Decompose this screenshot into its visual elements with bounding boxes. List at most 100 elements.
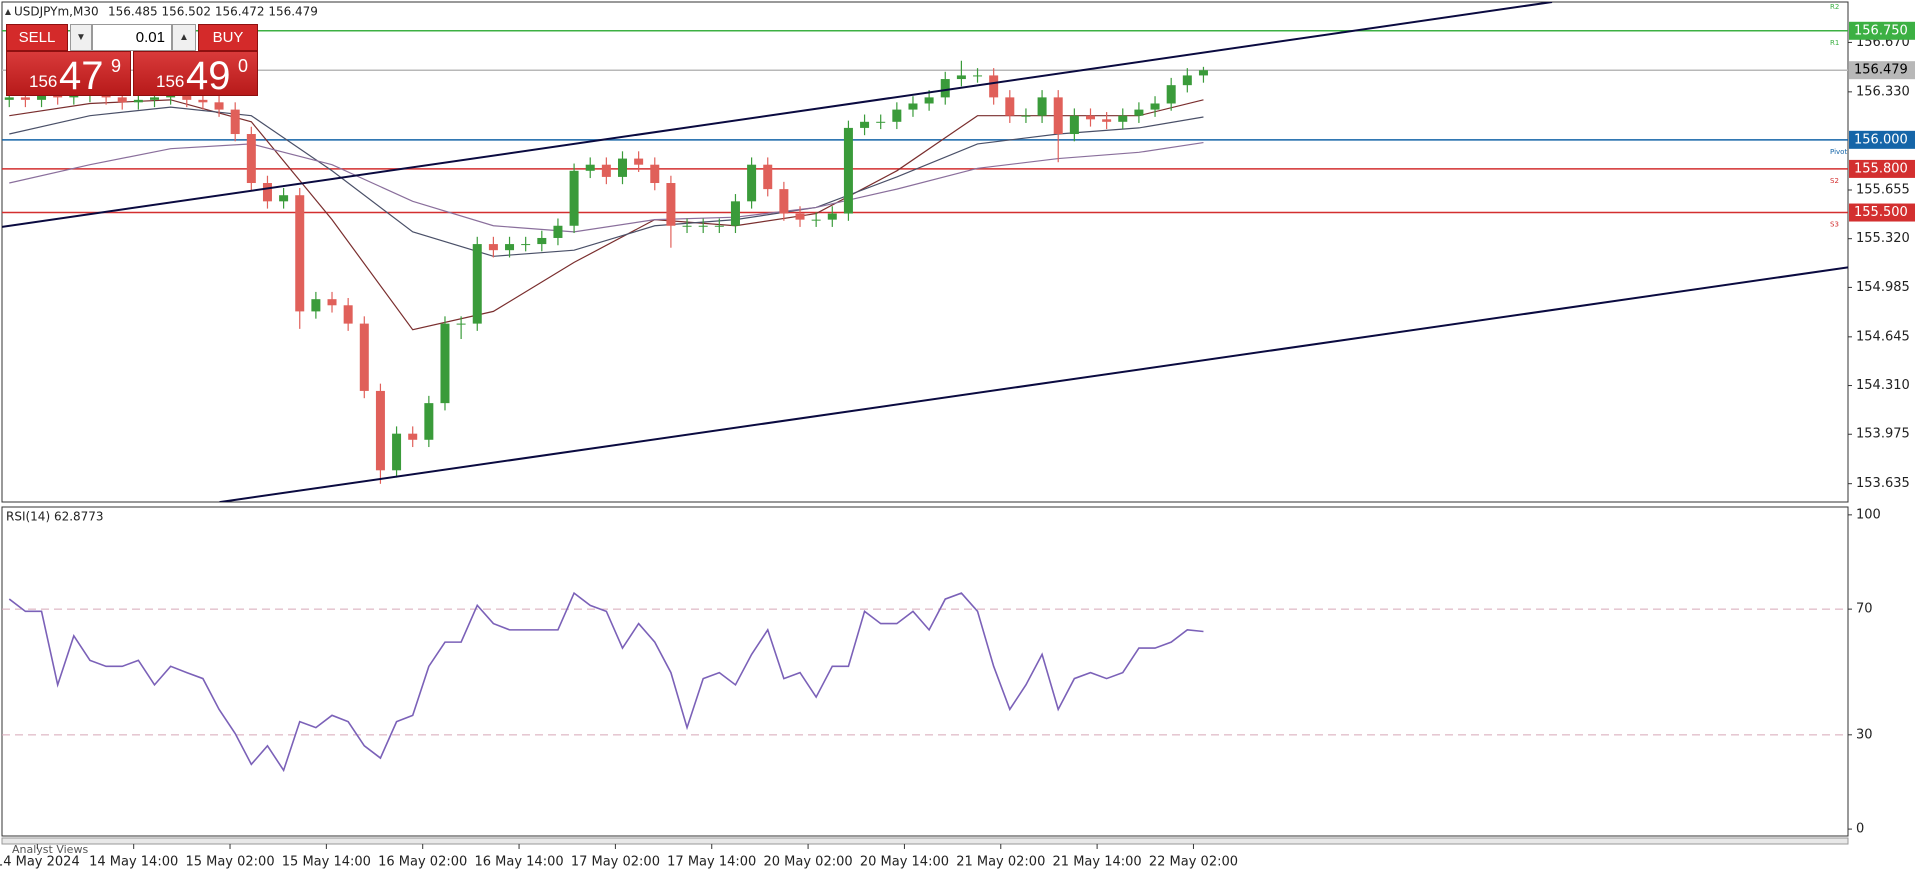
footer-tab[interactable]: Analyst Views [12, 843, 88, 856]
candle-body [1005, 97, 1015, 116]
candle-body [133, 99, 143, 103]
candle-body [20, 97, 30, 100]
header-arrow [5, 9, 11, 15]
x-tick-label: 14 May 14:00 [89, 855, 178, 870]
header-symbol: USDJPYm,M30 [14, 5, 99, 19]
candle-body [553, 225, 563, 238]
fraction: 9 [111, 56, 122, 76]
candle-body [650, 164, 660, 184]
candle-body [634, 158, 644, 165]
candle-body [1182, 75, 1192, 86]
x-tick-label: 16 May 02:00 [378, 855, 467, 870]
moving-average [9, 141, 1204, 233]
y-tick-label: 100 [1856, 507, 1881, 522]
candle-body [327, 299, 337, 306]
candle-body [779, 189, 789, 214]
candle-body [262, 183, 272, 202]
sell-button[interactable]: SELL [6, 24, 68, 51]
candle-body [343, 305, 353, 324]
candle-body [117, 97, 127, 103]
y-tick-label: 154.645 [1856, 329, 1910, 344]
y-tick-label: 154.985 [1856, 280, 1910, 295]
level-label-box [1849, 130, 1915, 149]
trendline [219, 266, 1848, 502]
y-tick-label: 154.310 [1856, 378, 1910, 393]
level-label-box [1849, 21, 1915, 40]
level-label: 156.479 [1854, 63, 1908, 78]
candle-body [666, 183, 676, 226]
big-figure: 156 [156, 72, 185, 91]
candle-body [456, 323, 466, 325]
pips: 47 [59, 54, 104, 98]
main-frame [1, 1, 1849, 503]
rsi-title: RSI(14) 62.8773 [6, 510, 104, 524]
lot-up[interactable]: ▲ [172, 24, 196, 51]
candle-body [392, 433, 402, 471]
y-tick-label: 155.320 [1856, 231, 1910, 246]
candle-body [246, 134, 256, 184]
candle-body [585, 164, 595, 171]
candle-body [182, 94, 192, 100]
x-tick-label: 15 May 02:00 [185, 855, 274, 870]
level-label: 155.800 [1854, 161, 1908, 176]
candle-body [37, 94, 47, 100]
candle-body [521, 244, 531, 246]
candle-body [537, 237, 547, 245]
y-tick-label: 153.635 [1856, 476, 1910, 491]
candle-body [311, 299, 321, 312]
candle-body [617, 158, 627, 177]
level-tag: S3 [1830, 221, 1839, 229]
candle-body [1037, 97, 1047, 116]
candle-body [908, 103, 918, 110]
candle-body [69, 94, 79, 98]
candle-body [375, 390, 385, 471]
candle-body [359, 323, 369, 391]
candle-body [1166, 85, 1176, 104]
lot-down[interactable]: ▼ [70, 24, 92, 51]
candle-body [279, 195, 289, 202]
x-tick-label: 20 May 02:00 [764, 855, 853, 870]
candle-body [973, 75, 983, 77]
footer-bar [1, 837, 1849, 845]
candle-body [505, 244, 515, 251]
rsi-line [8, 591, 1204, 773]
candle-body [876, 121, 886, 123]
candle-body [747, 164, 757, 202]
trendline [2, 2, 1553, 228]
level-tag: Pivot [1830, 148, 1847, 156]
x-tick-label: 14 May 2024 [0, 855, 80, 870]
x-tick-label: 22 May 02:00 [1149, 855, 1238, 870]
candle-body [811, 219, 821, 221]
candle-body [892, 109, 902, 122]
y-tick-label: 0 [1856, 822, 1864, 837]
y-tick-label: 153.975 [1856, 427, 1910, 442]
candle-body [730, 201, 740, 226]
level-label-box [1849, 61, 1915, 80]
buy-price[interactable]: 156 49 0 [133, 51, 258, 98]
candle-body [924, 97, 934, 104]
header-ohlc: 156.485 156.502 156.472 156.479 [108, 5, 318, 19]
buy-button[interactable]: BUY [198, 24, 258, 51]
candle-body [150, 97, 160, 100]
moving-average [9, 99, 1204, 331]
candle-body [989, 75, 999, 98]
candle-body [1198, 70, 1208, 76]
level-tag: S2 [1830, 177, 1839, 185]
candle-body [1069, 115, 1079, 135]
lot-field[interactable]: 0.01 [92, 24, 172, 51]
pips: 49 [186, 54, 231, 98]
candle-body [956, 75, 966, 80]
candle-body [940, 79, 950, 98]
candle-body [53, 94, 63, 98]
rsi-plot [2, 591, 1848, 773]
moving-average [9, 106, 1204, 257]
level-label: 155.500 [1854, 205, 1908, 220]
candle-body [601, 164, 611, 177]
sell-price[interactable]: 156 47 9 [6, 51, 131, 98]
candle-body [795, 213, 805, 220]
y-tick-label: 156.330 [1856, 84, 1910, 99]
fraction: 0 [238, 56, 249, 76]
